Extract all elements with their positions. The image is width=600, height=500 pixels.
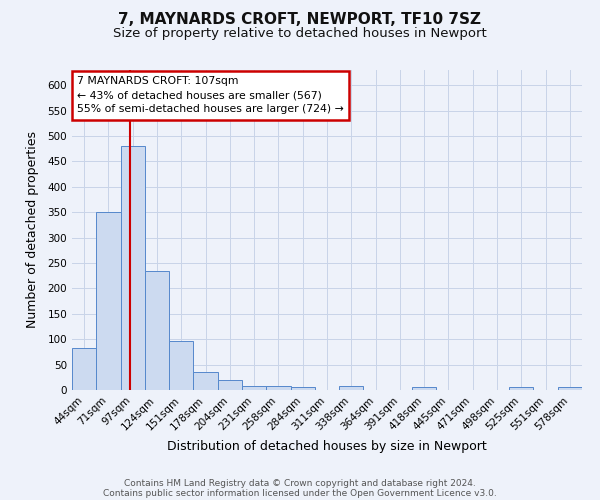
Text: Size of property relative to detached houses in Newport: Size of property relative to detached ho… — [113, 28, 487, 40]
Text: Contains HM Land Registry data © Crown copyright and database right 2024.: Contains HM Land Registry data © Crown c… — [124, 478, 476, 488]
Text: 7, MAYNARDS CROFT, NEWPORT, TF10 7SZ: 7, MAYNARDS CROFT, NEWPORT, TF10 7SZ — [119, 12, 482, 28]
Bar — [412, 388, 436, 390]
Bar — [290, 387, 315, 390]
Bar — [242, 386, 266, 390]
Bar — [193, 372, 218, 390]
Bar — [558, 388, 582, 390]
Bar — [339, 386, 364, 390]
Bar — [266, 386, 290, 390]
Bar — [72, 348, 96, 390]
Bar — [509, 388, 533, 390]
Bar — [169, 340, 193, 390]
Bar — [121, 146, 145, 390]
Bar — [218, 380, 242, 390]
Text: 7 MAYNARDS CROFT: 107sqm
← 43% of detached houses are smaller (567)
55% of semi-: 7 MAYNARDS CROFT: 107sqm ← 43% of detach… — [77, 76, 344, 114]
Y-axis label: Number of detached properties: Number of detached properties — [26, 132, 39, 328]
Bar — [145, 270, 169, 390]
Text: Contains public sector information licensed under the Open Government Licence v3: Contains public sector information licen… — [103, 488, 497, 498]
Bar — [96, 212, 121, 390]
X-axis label: Distribution of detached houses by size in Newport: Distribution of detached houses by size … — [167, 440, 487, 453]
